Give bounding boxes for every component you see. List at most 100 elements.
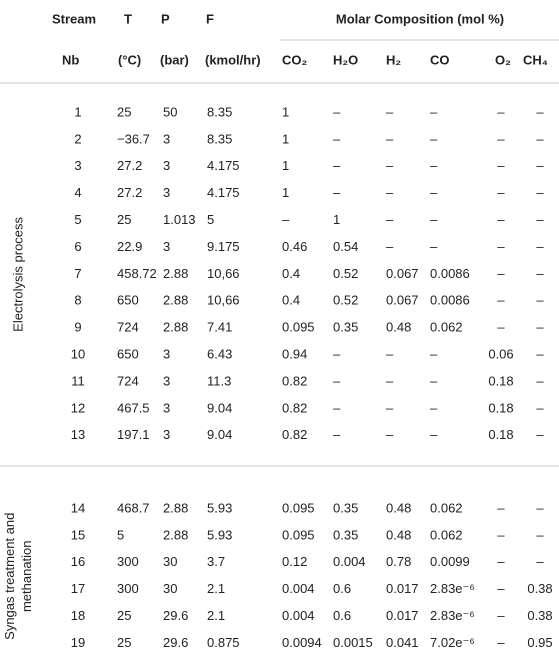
table-cell: 0.48 bbox=[386, 527, 411, 542]
table-cell: – bbox=[386, 212, 394, 227]
table-cell: – bbox=[386, 131, 394, 146]
table-cell: 0.35 bbox=[333, 527, 358, 542]
table-cell: 2.88 bbox=[163, 500, 188, 515]
table-cell: 3 bbox=[163, 131, 170, 146]
table-cell: 468.7 bbox=[117, 500, 150, 515]
table-cell: 0.6 bbox=[333, 608, 351, 623]
table-cell: 30 bbox=[163, 554, 177, 569]
table-cell: 0.041 bbox=[386, 635, 419, 650]
table-cell: 7 bbox=[74, 266, 81, 281]
table-cell: 0.095 bbox=[282, 527, 315, 542]
table-cell: 1.013 bbox=[163, 212, 196, 227]
table-cell: 0.0094 bbox=[282, 635, 322, 650]
table-cell: 0.0086 bbox=[430, 293, 470, 308]
table-cell: 0.875 bbox=[207, 635, 240, 650]
table-cell: 16 bbox=[71, 554, 85, 569]
table-cell: – bbox=[536, 185, 544, 200]
table-cell: – bbox=[386, 400, 394, 415]
table-cell: 9 bbox=[74, 320, 81, 335]
table-cell: – bbox=[430, 373, 438, 388]
table-cell: 3 bbox=[163, 400, 170, 415]
table-cell: 25 bbox=[117, 635, 131, 650]
table-cell: 25 bbox=[117, 212, 131, 227]
table-cell: 9.175 bbox=[207, 239, 240, 254]
table-cell: 30 bbox=[163, 581, 177, 596]
table-cell: – bbox=[497, 158, 505, 173]
table-cell: 7.41 bbox=[207, 320, 232, 335]
table-cell: 1 bbox=[74, 104, 81, 119]
table-cell: – bbox=[536, 104, 544, 119]
table-cell: 0.82 bbox=[282, 427, 307, 442]
header-cell: Stream bbox=[52, 11, 96, 26]
table-cell: 0.4 bbox=[282, 266, 300, 281]
table-cell: 2.88 bbox=[163, 527, 188, 542]
table-cell: 0.35 bbox=[333, 320, 358, 335]
table-cell: 10,66 bbox=[207, 293, 240, 308]
table-cell: 2 bbox=[74, 131, 81, 146]
table-cell: 27.2 bbox=[117, 158, 142, 173]
table-cell: – bbox=[497, 131, 505, 146]
table-cell: 22.9 bbox=[117, 239, 142, 254]
table-cell: 2.1 bbox=[207, 608, 225, 623]
table-cell: 724 bbox=[117, 320, 139, 335]
table-cell: – bbox=[497, 266, 505, 281]
table-cell: 0.78 bbox=[386, 554, 411, 569]
table-cell: 0.38 bbox=[527, 581, 552, 596]
table-cell: 0.94 bbox=[282, 347, 307, 362]
table-cell: 724 bbox=[117, 373, 139, 388]
table-cell: 650 bbox=[117, 347, 139, 362]
table-cell: 0.062 bbox=[430, 320, 463, 335]
table-cell: – bbox=[386, 158, 394, 173]
table-cell: 0.18 bbox=[488, 400, 513, 415]
table-cell: 467.5 bbox=[117, 400, 150, 415]
table-cell: – bbox=[497, 581, 505, 596]
table-cell: 3 bbox=[163, 185, 170, 200]
table-cell: – bbox=[430, 185, 438, 200]
group-label: Electrolysis process bbox=[10, 216, 25, 331]
table-cell: – bbox=[536, 131, 544, 146]
group-label: methanation bbox=[19, 540, 34, 612]
table-cell: – bbox=[536, 347, 544, 362]
table-cell: 0.067 bbox=[386, 293, 419, 308]
table-cell: – bbox=[536, 320, 544, 335]
header-cell: (bar) bbox=[160, 52, 189, 67]
table-cell: – bbox=[386, 239, 394, 254]
table-cell: 5 bbox=[74, 212, 81, 227]
table-cell: 29.6 bbox=[163, 608, 188, 623]
header-cell: Molar Composition (mol %) bbox=[336, 11, 504, 26]
table-cell: 0.067 bbox=[386, 266, 419, 281]
table-cell: 3 bbox=[74, 158, 81, 173]
table-cell: 0.004 bbox=[282, 581, 315, 596]
table-cell: – bbox=[386, 104, 394, 119]
table-cell: 12 bbox=[71, 400, 85, 415]
table-cell: 2.88 bbox=[163, 320, 188, 335]
header-cell: (kmol/hr) bbox=[205, 52, 261, 67]
header-cell: Nb bbox=[62, 52, 79, 67]
table-cell: 4.175 bbox=[207, 158, 240, 173]
table-cell: 0.18 bbox=[488, 373, 513, 388]
table-cell: 0.06 bbox=[488, 347, 513, 362]
table-cell: – bbox=[497, 635, 505, 650]
table-cell: 5 bbox=[207, 212, 214, 227]
table-cell: 0.017 bbox=[386, 608, 419, 623]
table-cell: – bbox=[497, 554, 505, 569]
table-cell: 650 bbox=[117, 293, 139, 308]
table-cell: 0.48 bbox=[386, 320, 411, 335]
table-cell: 25 bbox=[117, 104, 131, 119]
table-cell: 1 bbox=[282, 104, 289, 119]
table-cell: 27.2 bbox=[117, 185, 142, 200]
table-cell: – bbox=[333, 347, 341, 362]
table-cell: 25 bbox=[117, 608, 131, 623]
table-cell: 18 bbox=[71, 608, 85, 623]
table-cell: 19 bbox=[71, 635, 85, 650]
table-cell: – bbox=[430, 131, 438, 146]
table-cell: – bbox=[430, 347, 438, 362]
table-cell: – bbox=[536, 239, 544, 254]
table-cell: 11 bbox=[71, 373, 85, 388]
header-cell: O₂ bbox=[495, 52, 511, 67]
table-cell: 300 bbox=[117, 581, 139, 596]
table-cell: – bbox=[536, 527, 544, 542]
table-cell: 3 bbox=[163, 158, 170, 173]
table-cell: 0.6 bbox=[333, 581, 351, 596]
